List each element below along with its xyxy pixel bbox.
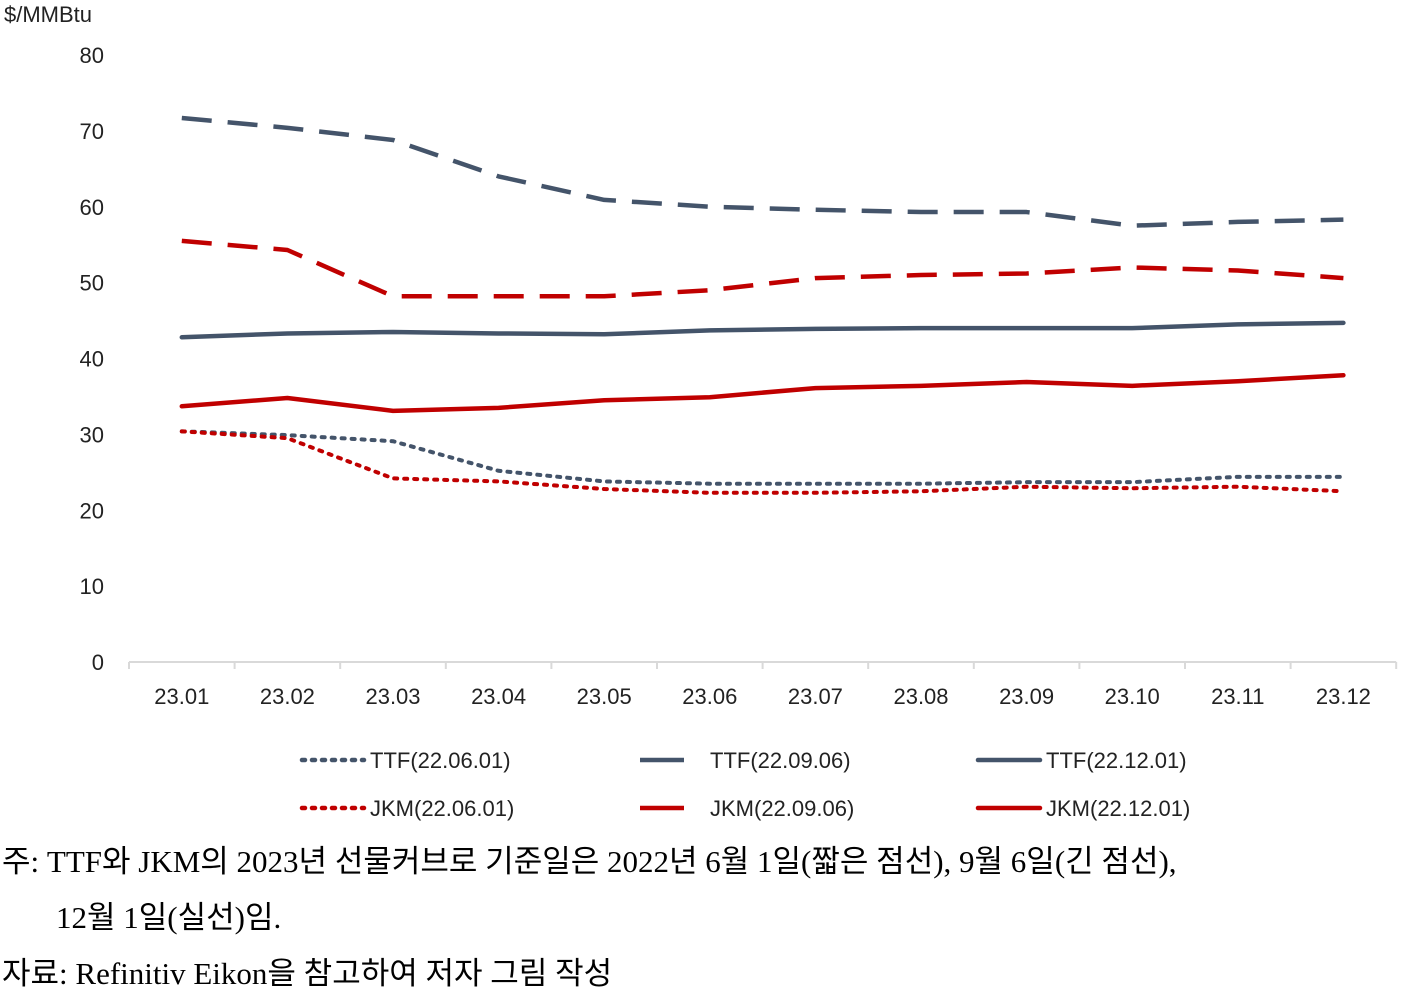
y-tick-label: 0 [92, 650, 104, 675]
legend-label: JKM(22.06.01) [370, 796, 514, 821]
x-tick-label: 23.12 [1316, 684, 1371, 709]
y-tick-label: 70 [80, 119, 104, 144]
series-line-ttf-22-09-06- [181, 115, 1344, 228]
legend-label: TTF(22.09.06) [710, 748, 851, 773]
legend-label: TTF(22.06.01) [370, 748, 511, 773]
legend-label: JKM(22.09.06) [710, 796, 854, 821]
chart-note-continued: 12월 1일(실선)임. [56, 900, 282, 935]
x-tick-label: 23.03 [365, 684, 420, 709]
legend-label: TTF(22.12.01) [1046, 748, 1187, 773]
chart-source: 자료: Refinitiv Eikon을 참고하여 저자 그림 작성 [2, 956, 613, 991]
y-axis-label: $/MMBtu [4, 2, 92, 27]
series-line-jkm-22-06-01- [179, 429, 1346, 495]
x-tick-label: 23.01 [154, 684, 209, 709]
x-tick-label: 23.10 [1105, 684, 1160, 709]
y-tick-label: 20 [80, 498, 104, 523]
series-line-jkm-22-12-01- [179, 372, 1346, 414]
x-tick-label: 23.09 [999, 684, 1054, 709]
x-tick-label: 23.06 [682, 684, 737, 709]
y-tick-label: 30 [80, 422, 104, 447]
series-line-jkm-22-09-06- [181, 238, 1344, 299]
chart-note: 주: TTF와 JKM의 2023년 선물커브로 기준일은 2022년 6월 1… [2, 844, 1177, 879]
y-tick-label: 40 [80, 347, 104, 372]
y-tick-label: 10 [80, 574, 104, 599]
x-tick-label: 23.11 [1211, 684, 1264, 709]
x-tick-label: 23.04 [471, 684, 526, 709]
y-tick-label: 80 [80, 43, 104, 68]
x-tick-label: 23.05 [577, 684, 632, 709]
x-tick-label: 23.07 [788, 684, 843, 709]
legend-label: JKM(22.12.01) [1046, 796, 1190, 821]
line-chart: $/MMBtu 0 10 20 30 40 50 60 70 80 23.01 23.02 23.03 2… [4, 2, 1398, 821]
x-tick-label: 23.08 [893, 684, 948, 709]
series-line-ttf-22-12-01- [179, 320, 1346, 340]
y-tick-label: 60 [80, 195, 104, 220]
series-line-ttf-22-06-01- [179, 429, 1346, 486]
y-tick-label: 50 [80, 271, 104, 296]
x-tick-label: 23.02 [260, 684, 315, 709]
